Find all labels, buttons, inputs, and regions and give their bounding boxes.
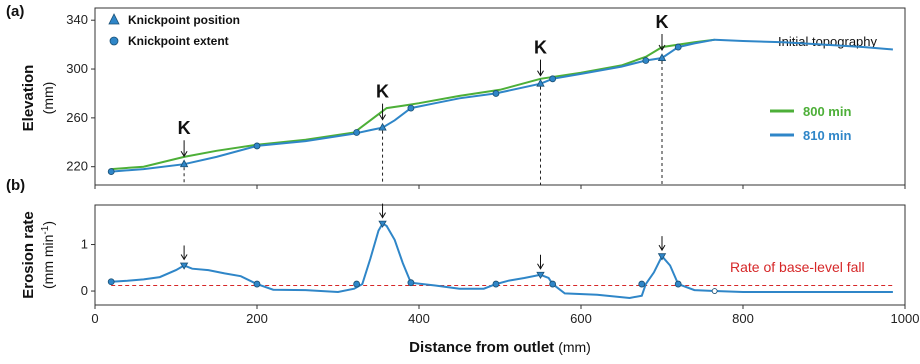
y-tick-label-a-260: 260 — [66, 110, 88, 125]
peak-arrowhead-b-1 — [379, 212, 386, 219]
extent-marker-a-4 — [492, 90, 500, 97]
initial-topography-label: Initial topography — [778, 34, 878, 49]
base-level-label: Rate of base-level fall — [730, 259, 865, 275]
extent-marker-b-7 — [674, 280, 682, 288]
y-tick-label-a-300: 300 — [66, 61, 88, 76]
peak-arrowhead-b-3 — [658, 244, 666, 252]
peak-marker-b-1 — [378, 220, 387, 228]
knickpoint-k-label-2: K — [534, 38, 547, 58]
x-tick-label-1000: 1000 — [891, 311, 920, 326]
open-marker-b — [711, 288, 718, 294]
y-tick-label-a-220: 220 — [66, 159, 88, 174]
legend-label-810: 810 min — [803, 128, 851, 143]
knickpoint-arrowhead-a-2 — [537, 70, 544, 77]
panel-a-label: (a) — [6, 3, 24, 20]
knickpoint-k-label-1: K — [376, 82, 389, 102]
panel-a-frame — [94, 7, 906, 186]
extent-marker-a-2 — [353, 129, 361, 136]
extent-marker-b-4 — [492, 280, 500, 288]
extent-marker-b-2 — [353, 280, 361, 288]
knickpoint-arrowhead-a-1 — [379, 114, 386, 121]
extent-marker-b-6 — [638, 280, 646, 288]
panel-b-ylabel: Erosion rate — [20, 211, 37, 299]
x-tick-label-800: 800 — [732, 311, 754, 326]
legend-markers: Knickpoint position Knickpoint extent — [108, 13, 240, 48]
legend-label-800: 800 min — [803, 104, 851, 119]
knickpoint-k-label-3: K — [656, 12, 669, 32]
extent-marker-a-1 — [253, 142, 261, 150]
x-axis-label: Distance from outlet (mm) — [409, 339, 591, 356]
x-tick-label-400: 400 — [408, 311, 430, 326]
plot-layer: 0 200 400 600 800 1000 220 260 300 340 0 1 K K K K — [66, 12, 919, 326]
peak-marker-b-0 — [179, 262, 189, 270]
extent-marker-a-7 — [674, 43, 682, 51]
x-tick-label-600: 600 — [570, 311, 592, 326]
panel-a-ylabel: Elevation — [20, 65, 37, 132]
legend-knickpoint-extent: Knickpoint extent — [128, 34, 229, 48]
extent-marker-b-1 — [253, 280, 261, 288]
panel-b-frame — [94, 204, 906, 306]
knickpoint-arrowhead-a-0 — [180, 150, 188, 158]
panel-b-label: (b) — [6, 177, 25, 194]
position-marker-a-3 — [657, 53, 667, 61]
line-800-min — [111, 38, 715, 171]
extent-marker-a-0 — [107, 168, 115, 175]
knickpoint-arrowhead-a-3 — [658, 44, 666, 52]
x-tick-label-0: 0 — [91, 311, 98, 326]
position-marker-a-2 — [536, 78, 545, 87]
extent-marker-b-5 — [549, 280, 557, 288]
knickpoint-k-label-0: K — [178, 118, 191, 138]
erosion-rate-line — [111, 222, 893, 300]
legend-circle-icon — [109, 36, 119, 46]
position-marker-a-0 — [179, 159, 189, 168]
line-810-min — [111, 38, 893, 173]
panel-a-yunit: (mm) — [40, 82, 56, 115]
peak-marker-b-2 — [536, 271, 545, 280]
peak-arrowhead-b-2 — [537, 263, 544, 270]
extent-marker-b-3 — [407, 279, 415, 287]
legend-lines: 800 min 810 min — [770, 104, 851, 143]
peak-arrowhead-b-0 — [180, 254, 188, 261]
extent-marker-a-3 — [407, 104, 415, 112]
y-tick-label-a-340: 340 — [66, 12, 88, 27]
extent-marker-a-6 — [642, 57, 650, 64]
legend-triangle-icon — [108, 13, 120, 25]
y-tick-label-b-0: 0 — [81, 283, 88, 298]
extent-marker-a-5 — [549, 75, 557, 83]
legend-knickpoint-position: Knickpoint position — [128, 13, 240, 27]
y-tick-label-b-1: 1 — [81, 237, 88, 252]
extent-marker-b-0 — [107, 278, 115, 286]
x-tick-label-200: 200 — [246, 311, 268, 326]
panel-b-yunit: (mm min-1) — [40, 221, 57, 289]
peak-marker-b-3 — [657, 253, 667, 261]
position-marker-a-1 — [378, 122, 387, 131]
